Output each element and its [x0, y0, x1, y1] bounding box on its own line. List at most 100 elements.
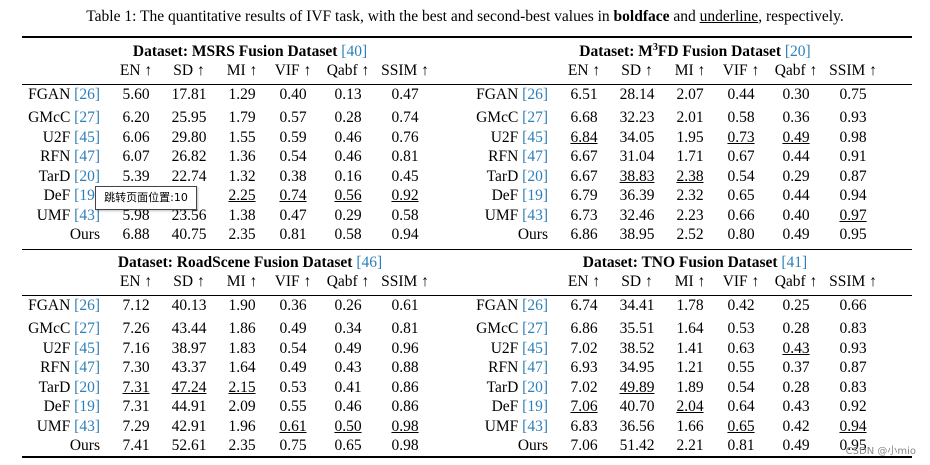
metric-value: 1.79: [228, 109, 256, 126]
top-rule: [22, 36, 912, 38]
metric-value: 0.42: [727, 297, 755, 315]
citation-link[interactable]: [27]: [522, 320, 548, 337]
citation-link[interactable]: [43]: [522, 206, 548, 224]
metric-value: 6.51: [570, 86, 598, 104]
metric-value: 0.49: [782, 226, 810, 243]
citation-link[interactable]: [19]: [522, 187, 548, 204]
bottom-rule: [22, 456, 912, 458]
metric-value: 1.95: [676, 128, 704, 146]
citation-link[interactable]: [43]: [74, 206, 100, 224]
metric-value: 0.83: [839, 378, 867, 396]
metric-value: 0.53: [727, 320, 755, 337]
method-name: TarD [20]: [38, 167, 100, 185]
table-row: Ours 7.41 52.61 2.35 0.75 0.65 0.98: [22, 436, 434, 456]
metric-value: 7.30: [122, 359, 150, 376]
metric-value: 0.65: [727, 417, 755, 435]
citation-link[interactable]: [26]: [522, 86, 548, 104]
metric-value: 7.31: [122, 378, 150, 396]
citation-link[interactable]: [47]: [74, 148, 100, 165]
citation-link[interactable]: [27]: [74, 320, 100, 337]
metric-value: 22.74: [171, 167, 207, 185]
caption-prefix: Table 1: The quantitative results of IVF…: [86, 8, 610, 25]
metric-value: 6.83: [570, 417, 598, 435]
citation-link[interactable]: [26]: [74, 297, 100, 315]
metric-value: 23.56: [171, 206, 207, 224]
metric-value: 0.54: [279, 148, 307, 165]
metric-value: 6.20: [122, 109, 150, 126]
method-name: DeF [19]: [491, 398, 548, 415]
metric-value: 5.39: [122, 167, 150, 185]
metric-value: 7.29: [122, 417, 150, 435]
citation-link[interactable]: [27]: [522, 109, 548, 126]
metric-value: 40.13: [171, 297, 207, 315]
header-method: [22, 60, 112, 82]
metric-value: 0.28: [782, 320, 810, 337]
metric-header: MI ↑: [226, 273, 258, 290]
method-name: Ours: [69, 437, 100, 454]
table-row: FGAN [26] 6.74 34.41 1.78 0.42 0.25 0.66: [470, 293, 882, 319]
metric-value: 0.66: [839, 297, 867, 315]
citation-link[interactable]: [20]: [74, 378, 100, 396]
metric-value: 38.97: [171, 339, 207, 357]
metric-value: 0.16: [334, 167, 362, 185]
metric-value: 1.86: [228, 320, 256, 337]
metric-value: 32.23: [619, 109, 655, 126]
header-method: [470, 271, 560, 293]
metric-value: 38.52: [619, 339, 655, 357]
table-row: TarD [20] 7.02 49.89 1.89 0.54 0.28 0.83: [470, 378, 882, 398]
citation-link[interactable]: [27]: [74, 109, 100, 126]
metric-value: 51.42: [619, 437, 655, 454]
method-name: U2F [45]: [490, 339, 548, 357]
citation-link[interactable]: [20]: [74, 167, 100, 185]
metric-value: 0.49: [782, 437, 810, 454]
citation-link[interactable]: [19]: [74, 187, 100, 204]
header-method: [470, 60, 560, 82]
citation-link[interactable]: [47]: [74, 359, 100, 376]
metric-value: 6.67: [570, 167, 598, 185]
citation-link[interactable]: [43]: [74, 417, 100, 435]
metric-value: 1.36: [228, 148, 256, 165]
method-name: RFN [47]: [40, 359, 100, 376]
citation-link[interactable]: [20]: [522, 378, 548, 396]
citation-link[interactable]: [47]: [522, 359, 548, 376]
metric-value: 0.29: [782, 167, 810, 185]
metric-value: 35.51: [619, 320, 655, 337]
table-row: GMcC [27] 6.68 32.23 2.01 0.58 0.36 0.93: [470, 108, 882, 128]
metric-value: 0.98: [391, 417, 419, 435]
citation-link[interactable]: [47]: [522, 148, 548, 165]
citation-link[interactable]: [19]: [74, 398, 100, 415]
page-jump-tooltip[interactable]: 跳转页面位置:10: [95, 186, 197, 210]
metric-value: 1.90: [228, 297, 256, 315]
table-row: RFN [47] 7.30 43.37 1.64 0.49 0.43 0.88: [22, 358, 434, 378]
metric-value: 0.36: [279, 297, 307, 315]
metric-value: 42.91: [171, 417, 207, 435]
citation-link[interactable]: [26]: [522, 297, 548, 315]
citation-link[interactable]: [45]: [522, 339, 548, 357]
citation-link[interactable]: [45]: [74, 339, 100, 357]
metric-value: 0.74: [391, 109, 419, 126]
metric-value: 0.44: [727, 86, 755, 104]
metric-value: 0.43: [334, 359, 362, 376]
metric-value: 0.61: [279, 417, 307, 435]
metric-value: 34.05: [619, 128, 655, 146]
metric-value: 0.64: [727, 398, 755, 415]
citation-link[interactable]: [19]: [522, 398, 548, 415]
metric-value: 0.98: [839, 128, 867, 146]
table-row: U2F [45] 7.16 38.97 1.83 0.54 0.49 0.96: [22, 339, 434, 359]
caption-underline-word: underline: [699, 8, 759, 25]
table-row: UMF [43] 6.73 32.46 2.23 0.66 0.40 0.97: [470, 206, 882, 226]
metric-value: 0.26: [334, 297, 362, 315]
citation-link[interactable]: [26]: [74, 86, 100, 104]
metric-value: 0.86: [391, 398, 419, 415]
citation-link[interactable]: [20]: [522, 167, 548, 185]
metric-value: 0.45: [391, 167, 419, 185]
metric-value: 2.04: [676, 398, 704, 415]
metric-value: 0.94: [839, 187, 867, 204]
method-name: UMF [43]: [484, 417, 548, 435]
header-rule-2: [22, 295, 912, 296]
citation-link[interactable]: [45]: [522, 128, 548, 146]
method-name: FGAN [26]: [28, 297, 100, 315]
citation-link[interactable]: [43]: [522, 417, 548, 435]
table-row: DeF [19] 7.06 40.70 2.04 0.64 0.43 0.92: [470, 397, 882, 417]
citation-link[interactable]: [45]: [74, 128, 100, 146]
